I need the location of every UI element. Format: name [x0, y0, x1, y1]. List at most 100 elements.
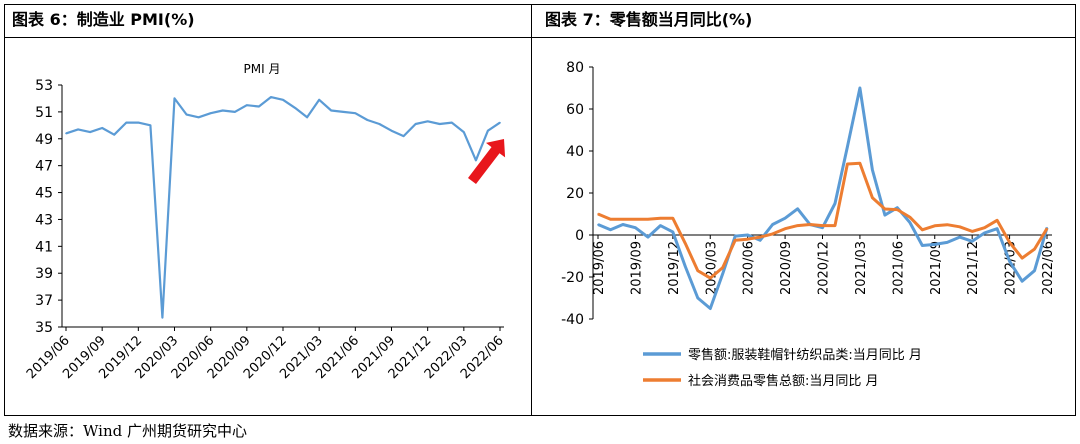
total-retail-data-point — [771, 233, 774, 235]
apparel-data-point — [996, 227, 998, 230]
retail-x-tick-label: 2019/12 — [667, 241, 682, 295]
total-retail-data-point — [696, 269, 699, 272]
retail-y-tick-label: -20 — [561, 270, 584, 286]
total-retail-data-point — [809, 223, 811, 226]
figure-frame — [4, 4, 1076, 416]
apparel-data-point — [659, 224, 662, 227]
pmi-data-point — [89, 131, 91, 133]
apparel-data-point — [709, 307, 712, 310]
data-source-note: 数据来源：Wind 广州期货研究中心 — [8, 422, 247, 440]
apparel-data-point — [859, 87, 861, 89]
retail-x-tick-label: 2020/06 — [742, 241, 757, 295]
right-chart-title: 图表 7：零售额当月同比(%) — [545, 10, 753, 29]
total-retail-data-point — [759, 236, 761, 238]
retail-x-tick-label: 2021/09 — [929, 241, 944, 295]
apparel-data-point — [759, 239, 761, 242]
total-retail-data-point — [1021, 257, 1023, 259]
pmi-data-point — [306, 116, 308, 119]
total-retail-data-point — [659, 217, 662, 219]
pmi-data-point — [101, 127, 103, 129]
apparel-data-point — [971, 240, 973, 243]
pmi-data-point — [330, 109, 333, 112]
legend: 零售额:服装鞋帽针纺织品类:当月同比 月 社会消费品零售总额:当月同比 月 — [643, 347, 922, 389]
apparel-data-point — [821, 226, 824, 229]
apparel-data-point — [721, 273, 724, 275]
apparel-data-point — [909, 221, 911, 224]
pmi-data-point — [65, 132, 67, 135]
apparel-data-point — [672, 231, 674, 233]
retail-y-tick-label: 40 — [566, 144, 584, 160]
apparel-data-point — [983, 232, 986, 234]
apparel-data-point — [734, 235, 736, 237]
pmi-data-point — [402, 135, 405, 137]
pmi-data-point — [487, 129, 489, 132]
pmi-data-point — [475, 159, 477, 162]
apparel-data-point — [684, 265, 687, 268]
pmi-data-point — [77, 128, 79, 131]
retail-yoy-line-chart: 80 60 40 20 0 -20 -40 2019/06 2019/09 2019/12 2020… — [561, 60, 1056, 389]
total-retail-data-point — [647, 218, 649, 221]
apparel-data-point — [597, 223, 599, 226]
pmi-data-point — [450, 121, 453, 124]
pmi-y-tick-label: 51 — [35, 105, 53, 121]
total-retail-data-point — [821, 224, 824, 227]
total-retail-data-point — [958, 226, 961, 228]
pmi-data-point — [294, 107, 296, 109]
total-retail-data-point — [709, 277, 712, 279]
retail-y-tick-label: -40 — [561, 312, 584, 328]
total-retail-data-point — [909, 216, 911, 218]
total-retail-data-point — [684, 242, 687, 245]
pmi-data-point — [318, 98, 320, 101]
pmi-data-point — [354, 112, 357, 115]
apparel-data-point — [871, 169, 874, 171]
total-retail-data-point — [672, 217, 674, 219]
pmi-y-tick-label: 35 — [35, 320, 53, 336]
total-retail-data-point — [983, 226, 986, 229]
pmi-data-point — [463, 131, 465, 133]
pmi-data-point — [366, 119, 369, 121]
total-retail-data-point — [622, 218, 624, 221]
total-retail-data-point — [933, 224, 936, 227]
pmi-data-point — [161, 316, 164, 319]
total-retail-data-point — [871, 197, 874, 199]
total-retail-data-point — [784, 227, 786, 230]
pmi-data-point — [246, 104, 248, 106]
total-retail-data-point — [1033, 248, 1036, 250]
legend-label-total: 社会消费品零售总额:当月同比 月 — [688, 373, 879, 389]
pmi-y-tick-label: 47 — [35, 159, 53, 175]
legend-label-apparel: 零售额:服装鞋帽针纺织品类:当月同比 月 — [688, 347, 922, 363]
pmi-series-label: PMI 月 — [244, 62, 281, 76]
pmi-data-point — [209, 112, 212, 115]
retail-x-tick-label: 2020/03 — [704, 241, 719, 295]
apparel-data-point — [1033, 269, 1036, 272]
pmi-data-point — [125, 121, 128, 124]
apparel-data-point — [846, 146, 849, 148]
pmi-y-tick-label: 37 — [35, 293, 53, 309]
pmi-series-line — [65, 95, 501, 319]
total-retail-data-point — [1046, 227, 1048, 230]
apparel-data-point — [958, 236, 961, 238]
total-retail-data-point — [946, 223, 949, 226]
apparel-data-point — [784, 217, 786, 219]
total-retail-data-point — [721, 266, 724, 269]
pmi-data-point — [233, 111, 236, 113]
apparel-data-point — [647, 236, 649, 238]
retail-y-tick-label: 80 — [566, 60, 584, 76]
total-retail-data-point — [597, 213, 599, 215]
retail-y-tick-label: 20 — [566, 186, 584, 202]
total-retail-data-point — [859, 162, 861, 164]
retail-x-tick-label: 2019/06 — [592, 241, 607, 295]
total-retail-data-point — [896, 208, 899, 211]
total-retail-data-point — [1008, 241, 1011, 244]
retail-y-tick-label: 60 — [566, 102, 584, 118]
apparel-data-point — [921, 244, 924, 247]
uptrend-arrow-icon — [468, 139, 506, 184]
apparel-data-point — [933, 243, 936, 246]
total-retail-data-point — [634, 218, 637, 221]
pmi-data-point — [378, 123, 381, 125]
pmi-data-point — [258, 105, 260, 108]
apparel-data-point — [609, 228, 612, 231]
pmi-y-tick-label: 45 — [35, 186, 53, 202]
apparel-data-point — [1008, 260, 1011, 263]
panel-divider — [531, 4, 532, 416]
